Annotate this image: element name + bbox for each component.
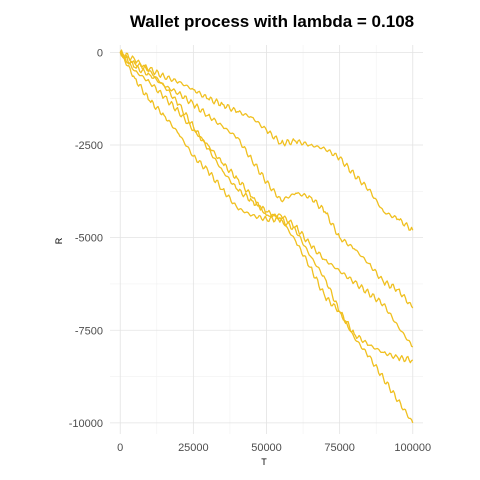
tick-labels: 0 25000 50000 75000 100000 0 -2500 -5000 -7500 -1… [69, 47, 431, 454]
chart-title: Wallet process with lambda = 0.108 [130, 12, 414, 31]
y-tick-label: -2500 [75, 140, 103, 152]
x-tick-label: 75000 [324, 442, 355, 454]
series-lines [119, 49, 414, 424]
y-tick-label: 0 [97, 47, 103, 59]
y-axis-label: R [54, 237, 64, 244]
y-tick-label: -10000 [69, 418, 103, 430]
series-line-4 [119, 52, 414, 364]
series-line-3 [119, 52, 414, 348]
x-tick-label: 25000 [178, 442, 209, 454]
x-axis-label: T [261, 457, 267, 467]
x-tick-label: 50000 [251, 442, 282, 454]
gridlines [110, 45, 423, 434]
series-line-2 [120, 51, 414, 309]
series-line-5 [119, 49, 414, 424]
x-tick-label: 0 [117, 442, 123, 454]
y-tick-label: -5000 [75, 233, 103, 245]
series-line-1 [120, 51, 414, 231]
x-tick-label: 100000 [394, 442, 431, 454]
y-tick-label: -7500 [75, 325, 103, 337]
